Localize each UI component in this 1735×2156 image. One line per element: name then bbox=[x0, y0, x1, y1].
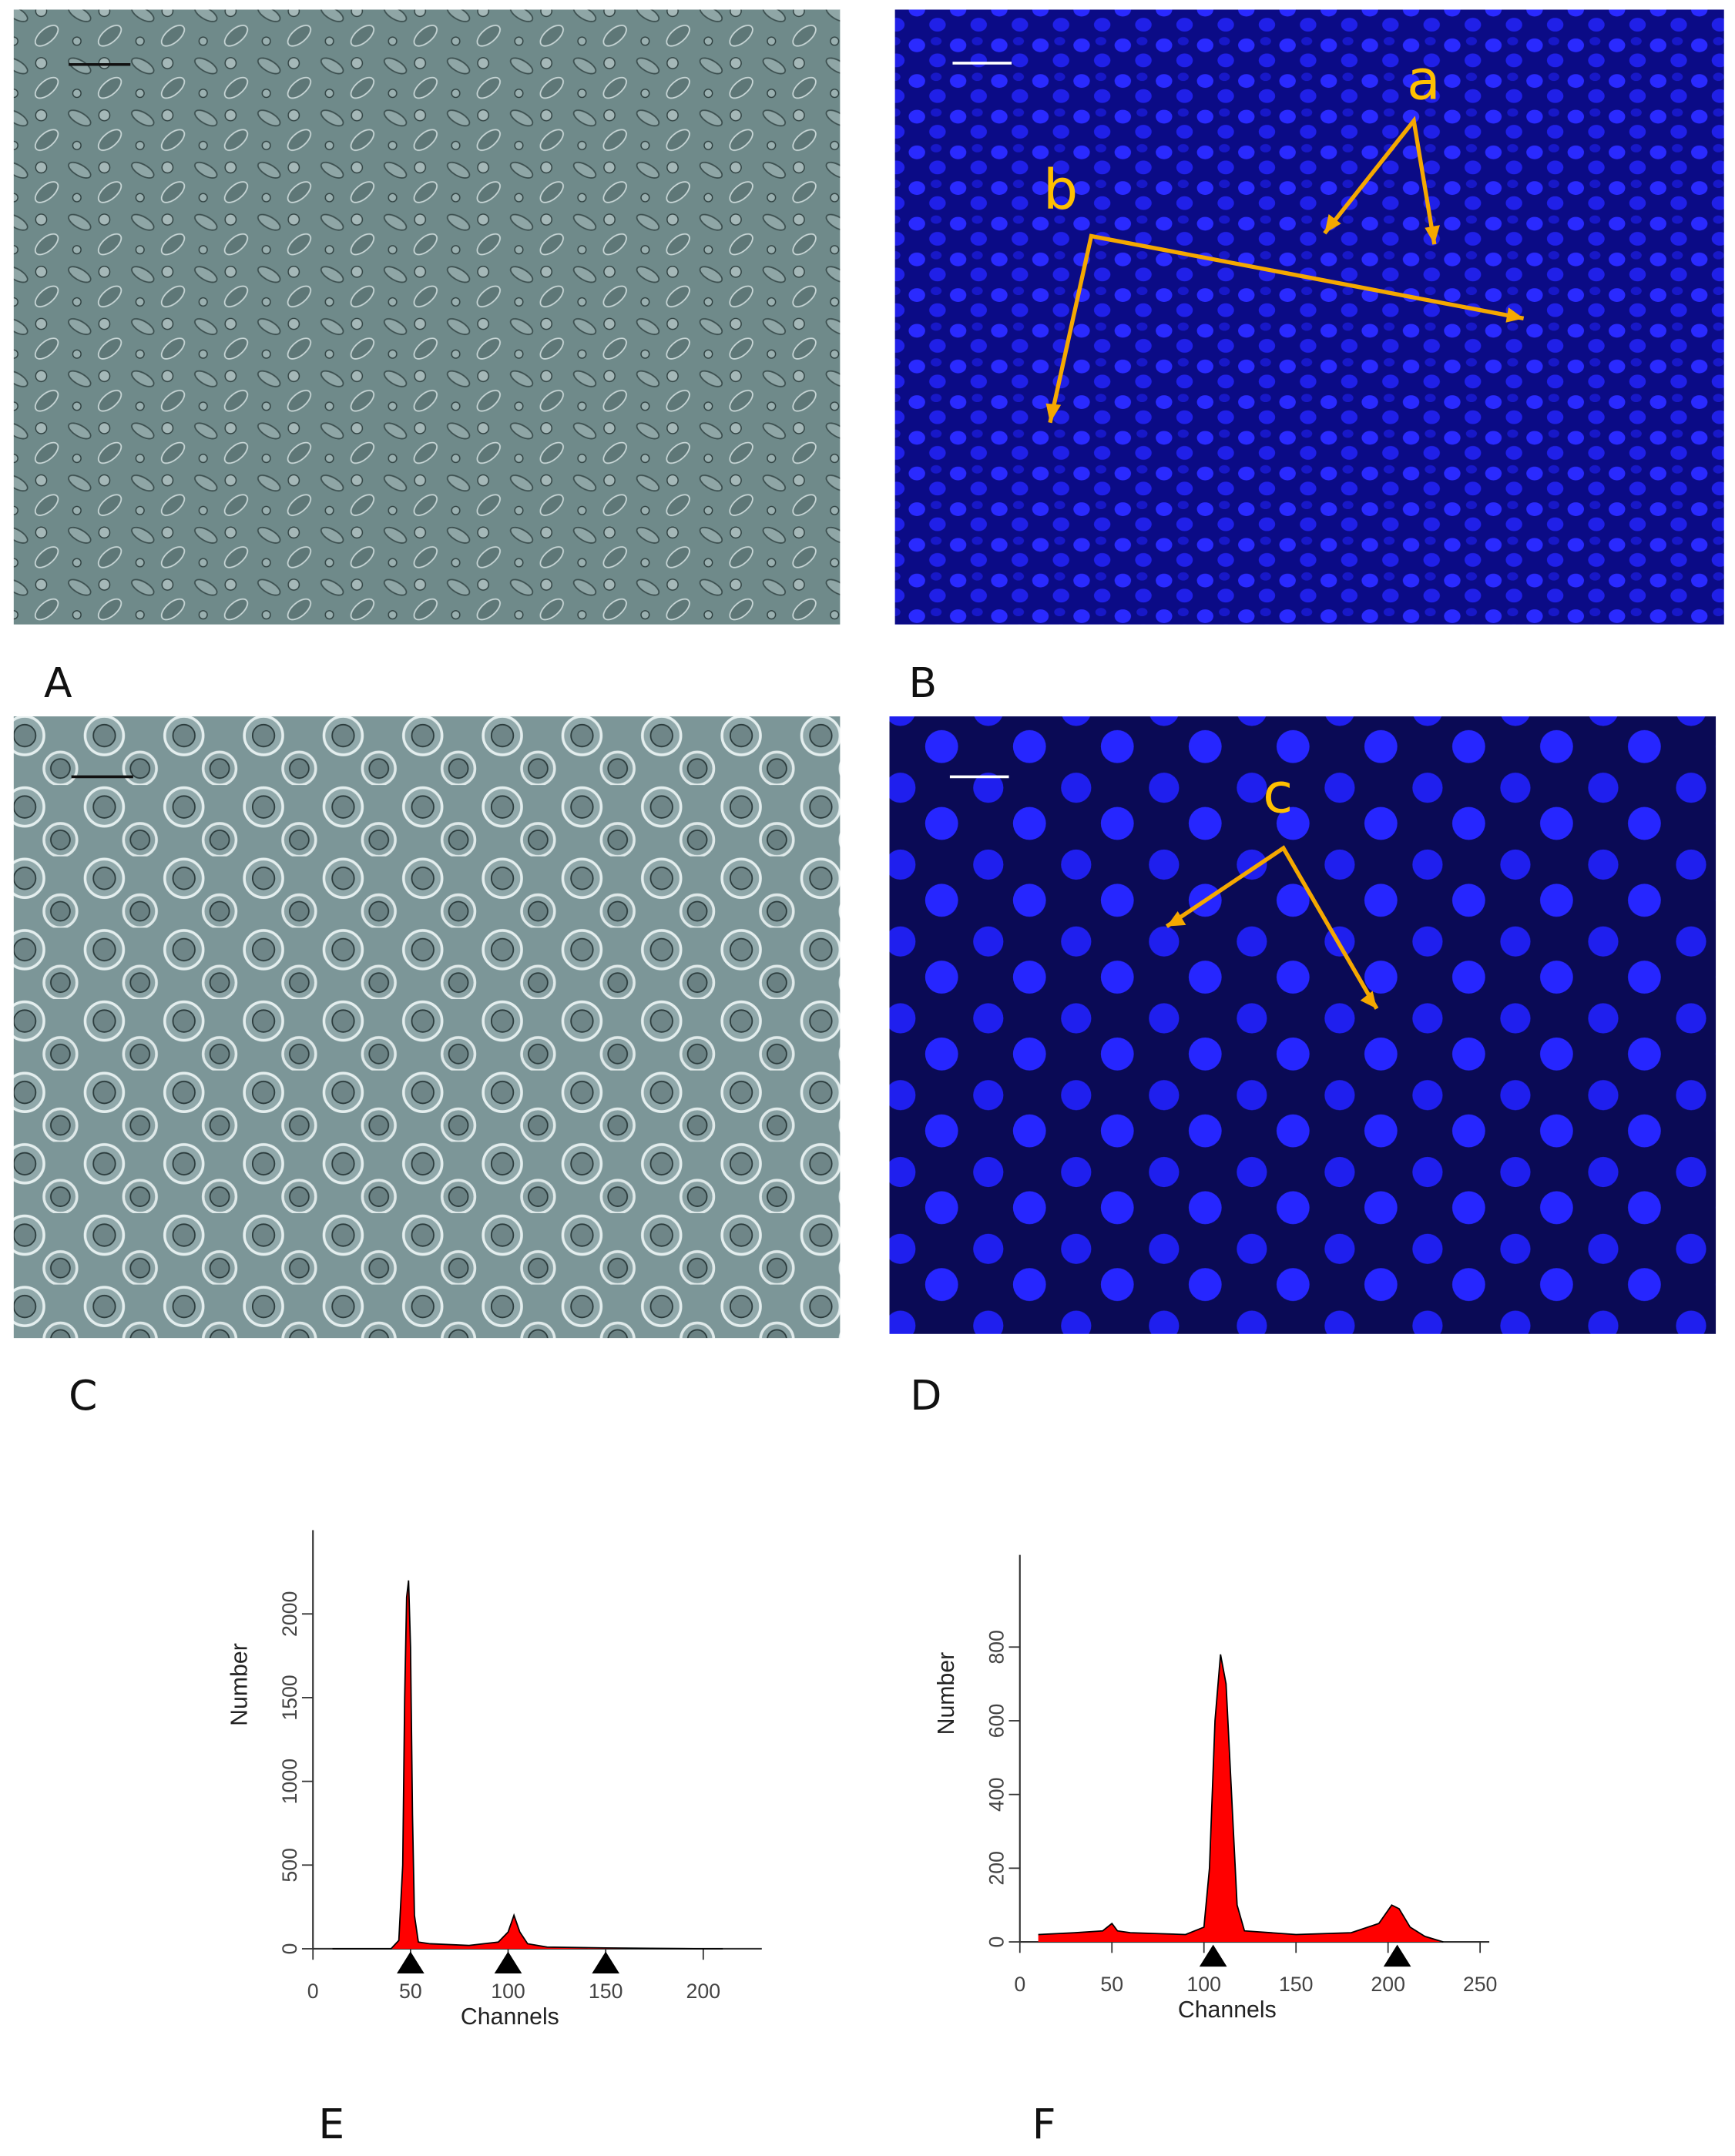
y-tick-label: 800 bbox=[985, 1630, 1008, 1665]
histogram-outline bbox=[1038, 1654, 1444, 1943]
micrograph-d bbox=[889, 716, 1717, 1334]
x-tick-label: 200 bbox=[686, 1980, 721, 2003]
x-tick-label: 250 bbox=[1463, 1973, 1498, 1996]
y-tick-label: 0 bbox=[985, 1936, 1008, 1948]
peak-marker bbox=[1383, 1944, 1411, 1967]
x-tick-label: 200 bbox=[1371, 1973, 1405, 1996]
x-tick-label: 100 bbox=[491, 1980, 525, 2003]
histogram-area bbox=[332, 1580, 723, 1949]
peak-marker bbox=[592, 1951, 619, 1974]
x-tick-label: 150 bbox=[589, 1980, 623, 2003]
annotation: a bbox=[1407, 48, 1441, 112]
y-tick-label: 0 bbox=[278, 1943, 301, 1955]
arrows bbox=[1048, 116, 1525, 1010]
y-axis-label: Number bbox=[227, 1643, 253, 1726]
x-tick-label: 0 bbox=[1014, 1973, 1025, 1996]
x-axis-label: Channels bbox=[1178, 1997, 1277, 2023]
y-tick-label: 500 bbox=[278, 1848, 301, 1883]
y-tick-label: 400 bbox=[985, 1777, 1008, 1812]
histogram-outline bbox=[332, 1580, 723, 1950]
x-tick-label: 150 bbox=[1279, 1973, 1314, 1996]
panel-label: F bbox=[1032, 2100, 1056, 2148]
y-axis-label: Number bbox=[934, 1652, 959, 1735]
panel-label: A bbox=[44, 659, 72, 707]
panel-label: E bbox=[318, 2100, 344, 2148]
panel-label: D bbox=[910, 1371, 941, 1420]
peak-marker bbox=[397, 1951, 425, 1974]
x-axis-label: Channels bbox=[461, 2004, 559, 2030]
peak-marker bbox=[494, 1951, 522, 1974]
x-tick-label: 0 bbox=[307, 1980, 319, 2003]
y-tick-label: 600 bbox=[985, 1704, 1008, 1739]
panel-label: C bbox=[69, 1371, 97, 1420]
annotation: b bbox=[1043, 158, 1078, 222]
y-tick-label: 200 bbox=[985, 1851, 1008, 1886]
micrograph-b bbox=[894, 9, 1724, 625]
x-tick-label: 50 bbox=[399, 1980, 422, 2003]
peak-marker bbox=[1199, 1944, 1227, 1967]
micrograph-a bbox=[13, 9, 841, 625]
x-tick-label: 50 bbox=[1100, 1973, 1123, 1996]
histogram-area bbox=[1038, 1654, 1444, 1943]
micrograph-c bbox=[13, 716, 841, 1339]
x-tick-label: 100 bbox=[1186, 1973, 1221, 1996]
annotation: c bbox=[1263, 762, 1293, 826]
arrowheads bbox=[1045, 213, 1524, 1009]
y-tick-label: 1000 bbox=[278, 1759, 301, 1804]
y-tick-label: 2000 bbox=[278, 1591, 301, 1637]
panel-label: B bbox=[908, 659, 937, 707]
y-tick-label: 1500 bbox=[278, 1675, 301, 1720]
